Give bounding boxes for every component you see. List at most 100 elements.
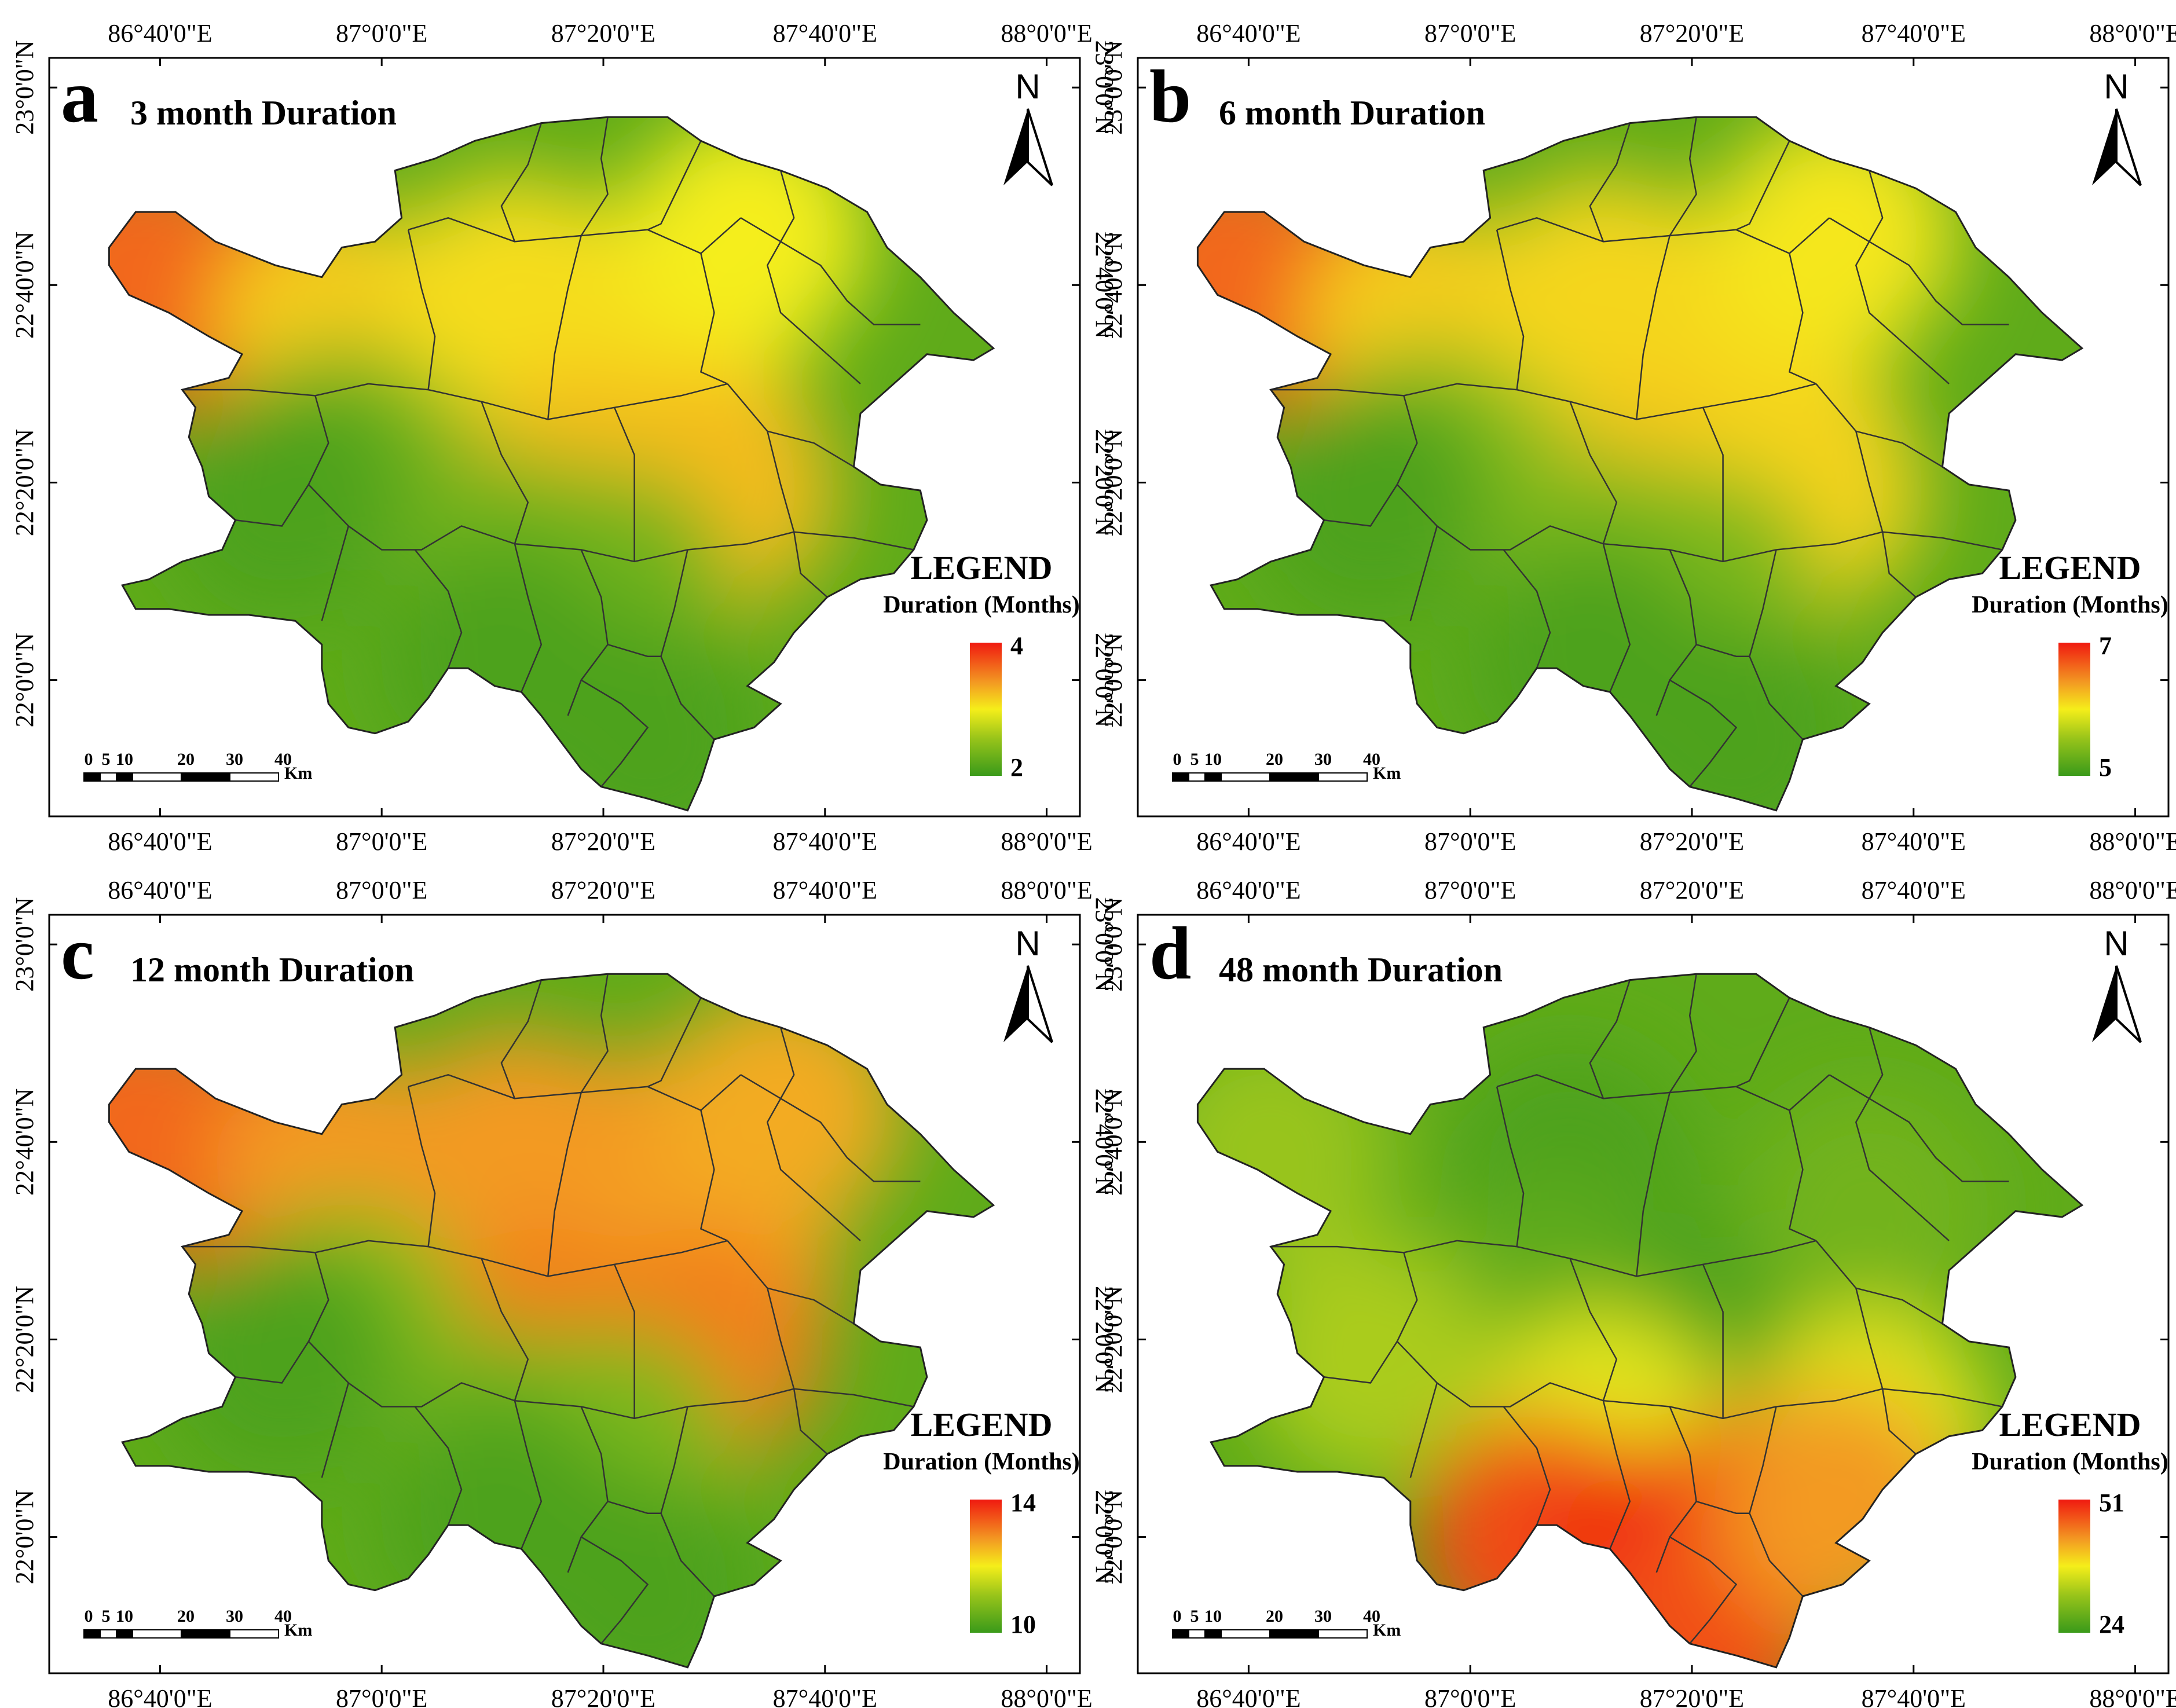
block-boundary: [407, 1086, 436, 1247]
block-boundary: [1496, 1086, 1525, 1247]
latitude-label-right: 22°40'0"N: [1090, 1088, 1119, 1196]
district-boundary: [1196, 973, 2084, 1669]
district-boundary: [108, 973, 995, 1669]
block-boundary: [1855, 430, 1943, 468]
longitude-label-bottom: 87°40'0"E: [773, 827, 877, 856]
longitude-label-top: 87°20'0"E: [551, 876, 655, 904]
latitude-label-left: 22°0'0"N: [10, 633, 39, 727]
block-boundary: [481, 401, 529, 544]
latitude-label-left: 22°20'0"N: [1099, 429, 1127, 536]
block-boundary: [581, 1536, 649, 1644]
scale-bar-label: 40: [1363, 750, 1380, 769]
legend-color-ramp: [2058, 643, 2090, 776]
block-boundary: [1788, 253, 1816, 385]
latitude-label-left: 22°40'0"N: [10, 1088, 39, 1196]
latitude-label-right: 23°0'0"N: [1090, 897, 1119, 992]
block-boundary: [1589, 980, 1631, 1099]
north-arrow-icon: N: [1003, 67, 1053, 186]
legend-min-value: 5: [2099, 753, 2112, 782]
block-boundary: [567, 1406, 609, 1573]
block-boundary: [613, 407, 635, 562]
longitude-label-bottom: 87°0'0"E: [336, 827, 427, 856]
longitude-label-bottom: 87°0'0"E: [1424, 1684, 1516, 1708]
block-boundary: [514, 1400, 543, 1549]
block-boundary: [1602, 543, 1631, 692]
latitude-label-left: 23°0'0"N: [10, 897, 39, 992]
block-boundary: [1669, 117, 1697, 236]
panel-title: 6 month Duration: [1219, 94, 1485, 132]
block-boundary: [1589, 123, 1631, 242]
longitude-label-top: 87°40'0"E: [773, 19, 877, 47]
block-boundary: [407, 229, 436, 390]
legend-title: LEGEND: [911, 549, 1053, 587]
longitude-label-top: 88°0'0"E: [2089, 876, 2176, 904]
block-boundary: [1855, 1287, 1943, 1325]
block-boundary: [235, 484, 309, 527]
panel-title: 12 month Duration: [130, 951, 414, 989]
longitude-label-bottom: 87°20'0"E: [1640, 827, 1744, 856]
legend-min-value: 24: [2099, 1610, 2124, 1639]
latitude-label-left: 22°40'0"N: [1099, 232, 1127, 339]
block-boundary: [321, 526, 350, 621]
block-boundary: [500, 123, 542, 242]
longitude-label-top: 88°0'0"E: [1001, 19, 1092, 47]
district-boundary: [108, 116, 995, 812]
longitude-label-bottom: 88°0'0"E: [1001, 1684, 1092, 1708]
scale-bar-unit: Km: [284, 1621, 312, 1640]
longitude-label-bottom: 86°40'0"E: [108, 1684, 212, 1708]
longitude-label-top: 87°20'0"E: [1640, 876, 1744, 904]
legend-title: LEGEND: [1999, 1406, 2141, 1443]
longitude-label-bottom: 87°0'0"E: [1424, 827, 1516, 856]
block-boundary: [481, 1258, 529, 1401]
latitude-label-right: 22°20'0"N: [1090, 429, 1119, 536]
longitude-label-top: 87°0'0"E: [336, 19, 427, 47]
block-boundary: [1409, 526, 1438, 621]
scale-bar-label: 10: [1204, 1607, 1222, 1626]
longitude-label-bottom: 87°20'0"E: [551, 1684, 655, 1708]
north-arrow-icon: N: [1003, 924, 1053, 1043]
map-panel-a: 86°40'0"E 86°40'0"E 87°0'0"E 87°0'0"E 87°20'…: [10, 19, 1119, 856]
block-boundary: [699, 1110, 728, 1242]
latitude-label-left: 22°0'0"N: [1099, 1490, 1127, 1584]
legend-max-value: 4: [1010, 632, 1023, 660]
block-boundary: [1696, 1501, 1750, 1514]
block-boundary: [793, 532, 828, 598]
legend-color-ramp: [970, 1500, 1002, 1633]
block-boundary: [793, 1388, 828, 1455]
scale-bar-label: 40: [1363, 1607, 1380, 1626]
duration-surface: [109, 974, 994, 1667]
longitude-label-bottom: 87°20'0"E: [1640, 1684, 1744, 1708]
block-boundary: [547, 235, 582, 420]
block-boundary: [547, 1092, 582, 1277]
legend-color-ramp: [970, 643, 1002, 776]
scale-bar-label: 10: [116, 750, 133, 769]
longitude-label-top: 87°40'0"E: [1862, 19, 1966, 47]
latitude-label-left: 22°0'0"N: [1099, 633, 1127, 727]
block-boundary: [1855, 1027, 1950, 1241]
block-boundary: [321, 1383, 350, 1478]
scale-bar-label: 30: [1314, 1607, 1332, 1626]
legend: LEGEND Duration (Months) 51 24: [1972, 1406, 2168, 1639]
scale-bar-label: 20: [177, 1607, 195, 1626]
north-label: N: [1015, 924, 1040, 963]
block-boundary: [1815, 383, 1884, 533]
panel-letter: a: [61, 55, 98, 138]
block-boundary: [1788, 1110, 1816, 1242]
scale-bar-label: 30: [1314, 750, 1332, 769]
block-boundary: [182, 383, 728, 420]
block-boundary: [1829, 217, 2009, 325]
block-boundary: [699, 253, 728, 385]
panel-letter: d: [1149, 912, 1191, 995]
block-boundary: [1270, 383, 1816, 420]
block-boundary: [766, 170, 861, 384]
longitude-label-top: 87°0'0"E: [336, 876, 427, 904]
scale-bar-label: 30: [226, 1607, 243, 1626]
block-boundary: [607, 644, 661, 657]
legend: LEGEND Duration (Months) 4 2: [883, 549, 1080, 782]
block-boundary: [182, 1240, 728, 1277]
block-boundary: [1396, 395, 2003, 563]
longitude-label-bottom: 87°40'0"E: [1862, 827, 1966, 856]
legend: LEGEND Duration (Months) 7 5: [1972, 549, 2168, 782]
